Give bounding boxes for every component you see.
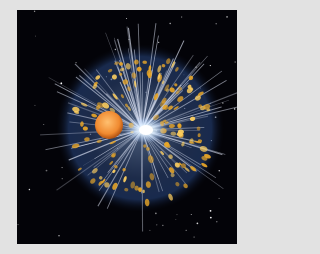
star <box>155 212 157 214</box>
core-center <box>139 125 153 135</box>
star <box>76 62 77 63</box>
star <box>43 124 44 125</box>
star <box>149 230 150 231</box>
star <box>226 16 228 18</box>
star <box>126 18 127 19</box>
star <box>46 170 48 172</box>
star <box>158 42 159 43</box>
star <box>177 214 178 215</box>
star <box>58 235 59 236</box>
page-body: (() => { const svg = document.getElement… <box>0 0 253 254</box>
orange-star <box>95 111 123 139</box>
star <box>17 224 18 225</box>
star <box>62 178 63 179</box>
page: {} html, body { margin: 0; padding: 0; w… <box>0 0 253 254</box>
star <box>219 170 220 171</box>
light-ray <box>142 130 143 231</box>
star <box>197 223 199 225</box>
star <box>210 217 212 219</box>
star <box>181 16 182 17</box>
star <box>29 189 31 191</box>
star <box>175 219 176 220</box>
star <box>62 167 63 168</box>
star <box>194 237 195 238</box>
star <box>210 210 212 212</box>
star <box>162 225 163 226</box>
star <box>35 36 36 37</box>
star <box>186 230 187 231</box>
star <box>219 198 220 199</box>
star <box>34 11 35 12</box>
star <box>234 61 235 62</box>
star <box>169 23 170 24</box>
star <box>156 225 157 226</box>
nebula-image <box>0 0 253 254</box>
star <box>191 214 192 215</box>
star <box>234 108 235 109</box>
star <box>210 65 211 66</box>
star <box>34 105 35 106</box>
star <box>216 221 217 222</box>
star <box>216 23 217 24</box>
